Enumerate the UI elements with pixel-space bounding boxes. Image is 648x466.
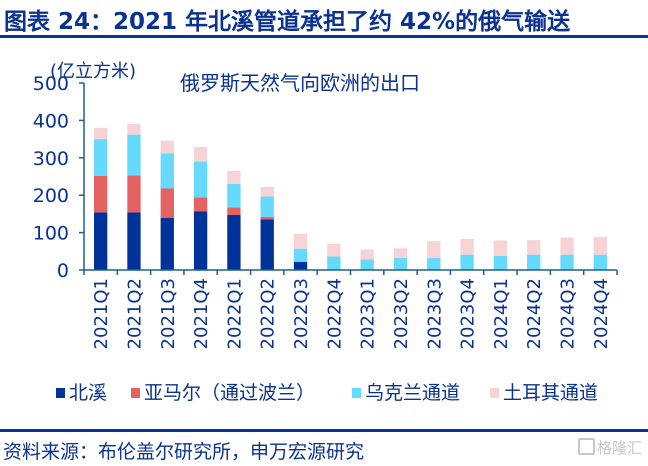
bar-turkstream xyxy=(160,140,174,154)
bar-nord-stream xyxy=(227,215,241,270)
x-tick-label: 2023Q3 xyxy=(424,278,445,349)
x-tick-label: 2022Q3 xyxy=(291,278,312,349)
y-tick-label: 300 xyxy=(33,148,69,170)
bar-ukraine xyxy=(493,255,508,270)
legend-item-ukraine: 乌克兰通道 xyxy=(352,378,460,405)
stacked-bar-chart: 0 100 200 300 400 500 (亿立方米) 俄罗斯天然气向欧洲的出口 202… xyxy=(33,61,618,349)
bar-ukraine xyxy=(560,254,574,270)
bar-ukraine xyxy=(593,254,608,270)
bar-yamal xyxy=(160,188,174,219)
x-tick-label: 2021Q2 xyxy=(124,278,145,349)
legend-item-yamal: 亚马尔（通过波兰） xyxy=(131,378,315,405)
watermark-logo-icon xyxy=(578,438,595,455)
bar-turkstream xyxy=(327,243,341,257)
legend-label: 乌克兰通道 xyxy=(365,382,461,404)
legend-item-nord-stream: 北溪 xyxy=(56,378,107,405)
x-tick-label: 2022Q2 xyxy=(258,278,279,349)
bar-turkstream xyxy=(493,240,508,256)
bar-yamal xyxy=(93,175,108,213)
bar-turkstream xyxy=(293,233,308,249)
y-tick-label: 500 xyxy=(33,73,69,95)
y-axis-unit-label: (亿立方米) xyxy=(50,61,136,82)
chart-title: 俄罗斯天然气向欧洲的出口 xyxy=(180,71,420,95)
chart-legend: 北溪 亚马尔（通过波兰） 乌克兰通道 土耳其通道 xyxy=(0,378,648,405)
bar-yamal xyxy=(227,207,241,216)
watermark: 格隆汇 xyxy=(578,437,642,458)
bar-nord-stream xyxy=(93,212,108,270)
legend-item-turkstream: 土耳其通道 xyxy=(490,378,598,405)
bar-ukraine xyxy=(327,256,341,270)
bar-nord-stream xyxy=(260,219,274,270)
bar-ukraine xyxy=(393,258,408,270)
bar-turkstream xyxy=(427,241,441,259)
bar-turkstream xyxy=(227,170,241,184)
footer-divider xyxy=(0,429,648,432)
bar-ukraine xyxy=(293,248,308,262)
x-tick-label: 2023Q1 xyxy=(358,278,379,349)
bar-turkstream xyxy=(193,146,208,162)
bar-turkstream xyxy=(360,249,374,260)
y-tick-label: 100 xyxy=(33,223,69,245)
legend-swatch-turkstream xyxy=(490,388,499,398)
bar-ukraine xyxy=(127,134,141,176)
x-tick-label: 2021Q4 xyxy=(191,278,212,349)
bar-turkstream xyxy=(460,238,474,255)
bar-ukraine xyxy=(93,139,108,176)
bar-yamal xyxy=(260,216,274,220)
bar-ukraine xyxy=(227,183,241,208)
x-tick-label: 2022Q4 xyxy=(324,278,345,349)
bar-ukraine xyxy=(427,258,441,270)
bar-turkstream xyxy=(560,237,574,255)
bar-ukraine xyxy=(527,254,541,270)
y-tick-label: 0 xyxy=(57,260,69,282)
bar-turkstream xyxy=(527,240,541,255)
bar-nord-stream xyxy=(127,212,141,270)
bar-turkstream xyxy=(593,237,608,255)
y-tick-label: 200 xyxy=(33,185,69,207)
figure-title: 图表 24：2021 年北溪管道承担了约 42%的俄气输送 xyxy=(4,9,571,35)
bar-ukraine xyxy=(360,259,374,270)
source-note: 资料来源：布伦盖尔研究所，申万宏源研究 xyxy=(3,441,365,463)
legend-swatch-nord-stream xyxy=(56,388,65,398)
x-tick-label: 2024Q1 xyxy=(491,278,512,349)
bar-ukraine xyxy=(260,196,274,217)
bar-ukraine xyxy=(460,254,474,270)
legend-label: 北溪 xyxy=(69,382,108,404)
title-divider xyxy=(0,35,648,38)
bar-ukraine xyxy=(160,153,174,189)
legend-swatch-ukraine xyxy=(352,388,361,398)
x-tick-label: 2024Q4 xyxy=(591,278,612,349)
x-tick-label: 2023Q4 xyxy=(458,278,479,349)
bar-turkstream xyxy=(93,127,108,140)
bar-turkstream xyxy=(393,248,408,259)
x-tick-label: 2022Q1 xyxy=(224,278,245,349)
x-tick-label: 2024Q2 xyxy=(524,278,545,349)
bar-turkstream xyxy=(260,186,274,197)
x-tick-label: 2023Q2 xyxy=(391,278,412,349)
bar-nord-stream xyxy=(293,261,308,270)
legend-label: 亚马尔（通过波兰） xyxy=(144,382,316,404)
watermark-text: 格隆汇 xyxy=(597,439,643,457)
bar-nord-stream xyxy=(193,211,208,270)
y-tick-label: 400 xyxy=(33,110,69,132)
x-tick-label: 2021Q3 xyxy=(158,278,179,349)
bar-yamal xyxy=(193,197,208,212)
legend-swatch-yamal xyxy=(131,388,140,398)
legend-label: 土耳其通道 xyxy=(503,382,599,404)
bar-turkstream xyxy=(127,123,141,135)
bar-yamal xyxy=(127,175,141,213)
x-tick-label: 2021Q1 xyxy=(91,278,112,349)
x-tick-label: 2024Q3 xyxy=(558,278,579,349)
bar-ukraine xyxy=(193,161,208,198)
bar-nord-stream xyxy=(160,218,174,270)
